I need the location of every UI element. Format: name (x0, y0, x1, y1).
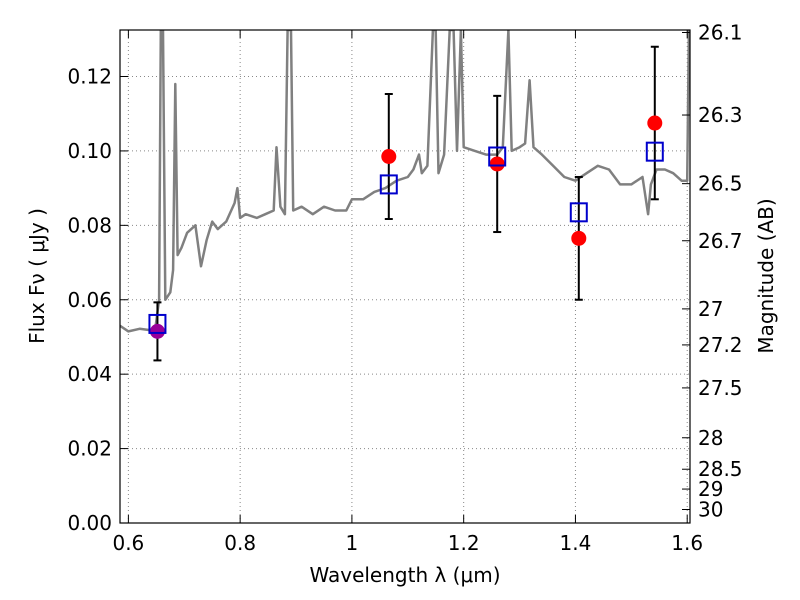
grid-lines (120, 30, 690, 523)
y2-tick-label: 30 (698, 497, 723, 521)
plot-frame (119, 29, 691, 524)
x-tick-label: 1.4 (560, 531, 592, 555)
y-tick-label: 0.00 (67, 511, 112, 535)
y2-tick-label: 28.5 (698, 457, 743, 481)
y-tick-label: 0.06 (67, 288, 112, 312)
x-tick-label: 1 (346, 531, 359, 555)
model-point (569, 202, 588, 223)
observed-point (381, 149, 397, 165)
y-tick-label: 0.04 (67, 362, 112, 386)
y-tick-label: 0.02 (67, 437, 112, 461)
y2-tick-label: 28 (698, 426, 723, 450)
x-axis-label: Wavelength λ (μm) (309, 563, 500, 587)
y2-tick-label: 26.1 (698, 21, 743, 45)
observed-point (149, 323, 165, 339)
points-layer (148, 45, 664, 362)
ticks (120, 30, 690, 524)
x-tick-label: 0.6 (112, 531, 144, 555)
y-tick-labels: 0.00 0.02 0.04 0.06 0.08 0.10 0.12 (67, 65, 112, 535)
y2-tick-label: 26.5 (698, 172, 743, 196)
x-tick-label: 1.2 (448, 531, 480, 555)
observed-point (571, 230, 587, 246)
y2-tick-label: 27.2 (698, 333, 743, 357)
y-tick-label: 0.12 (67, 65, 112, 89)
observed-point (489, 156, 505, 172)
y2-axis-label: Magnitude (AB) (754, 198, 778, 353)
x-tick-label: 1.6 (671, 531, 703, 555)
y2-tick-label: 26.7 (698, 229, 743, 253)
y-axis-label: Flux Fν ( μJy ) (25, 208, 49, 344)
model-point (488, 146, 507, 167)
x-tick-labels: 0.6 0.8 1 1.2 1.4 1.6 (112, 531, 703, 555)
y-tick-label: 0.08 (67, 213, 112, 237)
model-point (148, 313, 167, 334)
y2-tick-label: 27.5 (698, 376, 743, 400)
y2-tick-label: 26.3 (698, 103, 743, 127)
observed-point (647, 115, 663, 131)
model-point (379, 174, 398, 195)
y2-tick-label: 29 (698, 477, 723, 501)
y-tick-label: 0.10 (67, 139, 112, 163)
x-tick-label: 0.8 (224, 531, 256, 555)
model-point (645, 141, 664, 162)
y2-tick-label: 27 (698, 297, 723, 321)
